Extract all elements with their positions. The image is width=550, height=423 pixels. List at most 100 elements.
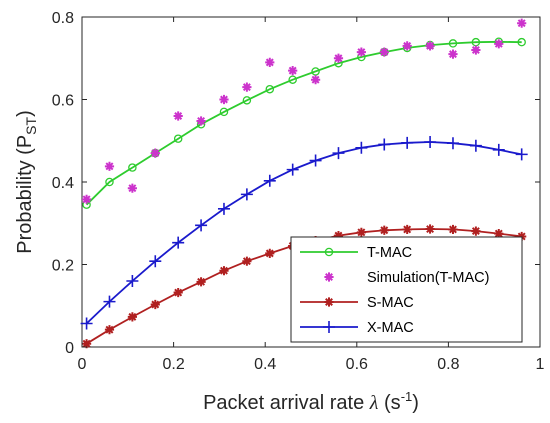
x-tick-label: 0.2 (162, 356, 184, 373)
legend-swatch-simulation-t-mac (324, 272, 334, 282)
data-point-x-mac (126, 275, 139, 287)
legend-label-xmac: X-MAC (367, 320, 414, 336)
legend-entries (300, 247, 358, 333)
data-point-s-mac (265, 248, 275, 258)
series-line-t-mac (85, 40, 522, 206)
data-point-s-mac (402, 224, 412, 235)
data-point-simulation-t-mac (494, 39, 504, 49)
data-point-x-mac (263, 174, 276, 187)
y-tick-label: 0.4 (52, 175, 74, 192)
legend-swatch-t-mac (300, 247, 358, 257)
legend-label-simulation: Simulation(T-MAC) (367, 270, 489, 286)
legend-marker-x-mac (323, 321, 335, 333)
data-point-t-mac (242, 96, 252, 105)
series-x-mac (80, 135, 528, 330)
data-point-x-mac (378, 138, 391, 151)
data-point-s-mac (196, 277, 206, 287)
data-point-t-mac (311, 67, 320, 76)
legend-marker-simulation-t-mac (324, 272, 334, 282)
series-simulation-t-mac (81, 18, 527, 204)
x-tick-label: 1 (536, 356, 545, 373)
data-point-simulation-t-mac (471, 45, 481, 55)
data-point-simulation-t-mac (517, 18, 527, 28)
data-point-s-mac (104, 325, 115, 335)
y-tick-label: 0.8 (52, 10, 74, 27)
data-point-x-mac (195, 219, 208, 232)
data-point-s-mac (242, 256, 252, 266)
data-point-simulation-t-mac (127, 183, 137, 193)
data-point-simulation-t-mac (104, 161, 115, 171)
data-point-x-mac (492, 143, 505, 156)
data-point-x-mac (469, 139, 482, 152)
ticks-layer: 0 0.2 0.4 0.6 0.8 1 0 0.2 0.4 0.6 0.8 (52, 10, 545, 373)
data-point-t-mac (173, 134, 183, 143)
y-tick-label: 0.6 (52, 93, 74, 110)
legend-marker-s-mac (324, 297, 334, 307)
series-t-mac (82, 37, 526, 209)
data-point-simulation-t-mac (356, 47, 366, 57)
data-point-s-mac (448, 224, 458, 235)
data-point-simulation-t-mac (425, 41, 435, 51)
data-point-x-mac (309, 154, 322, 167)
data-point-s-mac (333, 231, 344, 241)
legend-swatch-s-mac (300, 297, 358, 307)
data-point-x-mac (355, 141, 368, 154)
data-point-t-mac (448, 39, 458, 48)
data-point-s-mac (517, 231, 527, 242)
data-point-s-mac (471, 226, 481, 236)
data-point-s-mac (81, 339, 92, 349)
data-point-x-mac (515, 148, 528, 161)
x-axis-title: Packet arrival rate λ (s-1) (203, 389, 419, 414)
x-tick-label: 0.6 (346, 356, 368, 373)
data-point-x-mac (240, 188, 253, 201)
data-point-simulation-t-mac (448, 49, 458, 59)
data-point-s-mac (494, 228, 504, 239)
y-tick-label: 0 (65, 340, 74, 357)
data-point-simulation-t-mac (150, 148, 160, 158)
x-tick-label: 0 (78, 356, 87, 373)
data-point-simulation-t-mac (81, 194, 92, 204)
legend-marker-t-mac (324, 247, 334, 257)
data-point-t-mac (265, 84, 275, 94)
data-point-x-mac (401, 136, 414, 149)
data-point-x-mac (103, 295, 116, 308)
data-point-s-mac (379, 225, 389, 235)
data-point-t-mac (517, 37, 526, 47)
data-point-s-mac (150, 299, 160, 310)
data-point-simulation-t-mac (242, 82, 252, 92)
data-point-x-mac (424, 135, 437, 148)
data-point-x-mac (286, 163, 299, 176)
data-point-t-mac (288, 75, 297, 84)
data-point-simulation-t-mac (333, 53, 344, 63)
legend-swatch-x-mac (300, 321, 358, 333)
legend-label-smac: S-MAC (367, 295, 414, 311)
data-point-simulation-t-mac (288, 66, 298, 76)
data-point-x-mac (332, 147, 345, 160)
data-point-simulation-t-mac (265, 57, 275, 67)
data-point-x-mac (172, 236, 185, 249)
legend-label-tmac: T-MAC (367, 245, 412, 261)
data-point-simulation-t-mac (196, 116, 206, 126)
data-point-simulation-t-mac (310, 75, 321, 85)
data-point-s-mac (173, 287, 183, 298)
y-axis-title: Probability (PST) (14, 110, 39, 254)
x-tick-label: 0.4 (254, 356, 276, 373)
data-point-simulation-t-mac (379, 47, 389, 57)
data-point-t-mac (105, 177, 114, 187)
data-point-s-mac (127, 312, 137, 322)
x-tick-label: 0.8 (437, 356, 459, 373)
data-point-t-mac (219, 107, 229, 117)
data-point-x-mac (446, 137, 459, 150)
data-point-x-mac (149, 255, 162, 268)
data-point-s-mac (219, 266, 229, 276)
y-tick-label: 0.2 (52, 258, 74, 275)
data-point-x-mac (80, 317, 93, 330)
data-point-t-mac (128, 163, 137, 172)
data-point-x-mac (217, 202, 230, 215)
legend: T-MAC Simulation(T-MAC) S-MAC X-MAC (290, 236, 523, 343)
data-point-simulation-t-mac (402, 41, 412, 51)
data-point-s-mac (356, 227, 366, 237)
data-point-s-mac (425, 224, 435, 234)
data-point-simulation-t-mac (219, 94, 229, 105)
